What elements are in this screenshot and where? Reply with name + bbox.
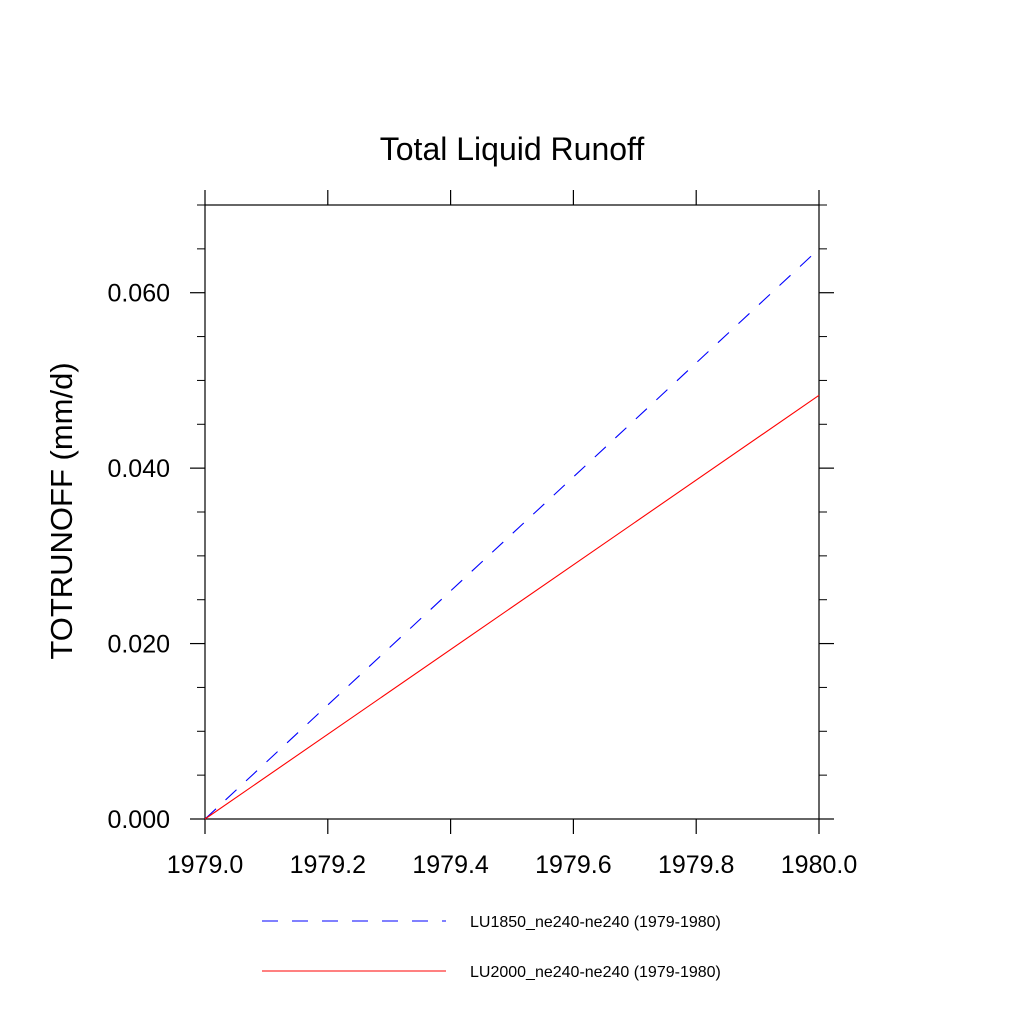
legend: LU1850_ne240-ne240 (1979-1980) LU2000_ne2… [262,914,721,981]
plot-area: 1979.0 1979.2 1979.4 1979.6 1979.8 1980.0 0.00… [107,190,857,879]
y-tick-label: 0.060 [107,280,170,308]
series-layer [204,248,820,820]
legend-label-1: LU1850_ne240-ne240 (1979-1980) [470,914,721,931]
x-tick-label: 1979.0 [167,851,243,879]
legend-label-2: LU2000_ne240-ne240 (1979-1980) [470,964,721,981]
x-tick-label: 1979.4 [412,851,489,879]
series-line-2 [204,394,820,820]
y-tick-label: 0.040 [107,455,170,483]
plot-frame [204,204,820,820]
chart-title: Total Liquid Runoff [380,131,645,167]
y-tick-label: 0.000 [107,806,170,834]
x-tick-label: 1979.2 [290,851,366,879]
x-tick-label: 1980.0 [781,851,857,879]
series-line-1 [204,248,820,820]
x-tick-label: 1979.8 [658,851,734,879]
y-axis-label: TOTRUNOFF (mm/d) [44,362,79,659]
y-tick-label: 0.020 [107,631,170,659]
x-tick-label: 1979.6 [535,851,611,879]
